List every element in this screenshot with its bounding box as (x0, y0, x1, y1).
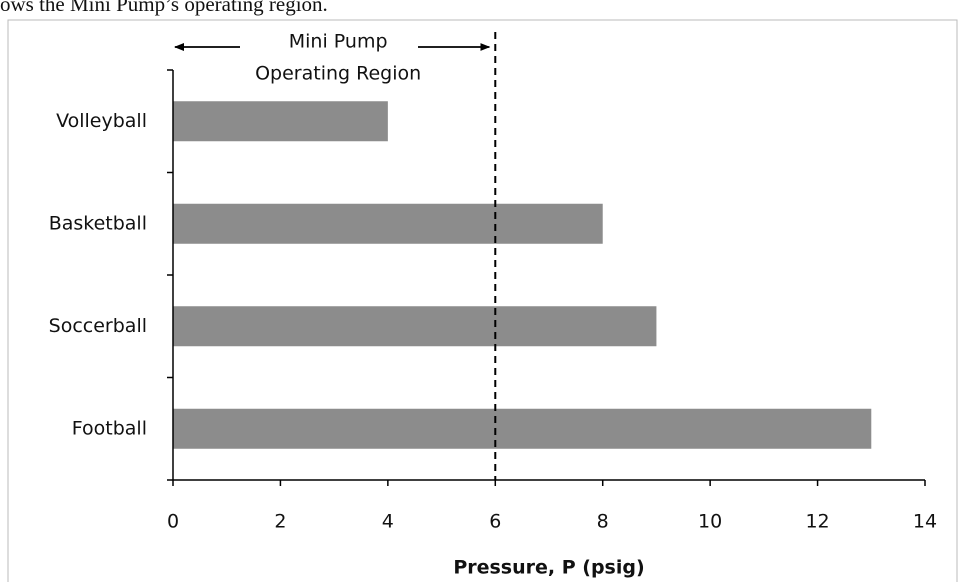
x-tick-label: 2 (274, 511, 286, 533)
bar (173, 203, 603, 244)
caption-background (0, 0, 958, 19)
x-tick-label: 14 (913, 511, 937, 533)
x-tick-label: 6 (489, 511, 501, 533)
x-tick-label: 10 (698, 511, 722, 533)
annotation-text: Mini Pump (289, 31, 388, 53)
y-tick-label: Soccerball (49, 315, 147, 337)
y-tick-label: Basketball (49, 212, 147, 234)
chart-frame (7, 19, 958, 582)
bar (173, 101, 388, 142)
caption: ows the Mini Pump’s operating region. (0, 0, 328, 16)
x-axis-label: Pressure, P (psig) (453, 557, 644, 579)
bar (173, 408, 872, 449)
y-tick-label: Volleyball (56, 110, 147, 132)
x-tick-label: 0 (167, 511, 179, 533)
x-tick-label: 4 (382, 511, 394, 533)
x-tick-label: 12 (805, 511, 829, 533)
annotation-text: Operating Region (255, 63, 421, 85)
x-tick-label: 8 (597, 511, 609, 533)
y-tick-label: Football (72, 417, 147, 439)
bar (173, 306, 657, 347)
